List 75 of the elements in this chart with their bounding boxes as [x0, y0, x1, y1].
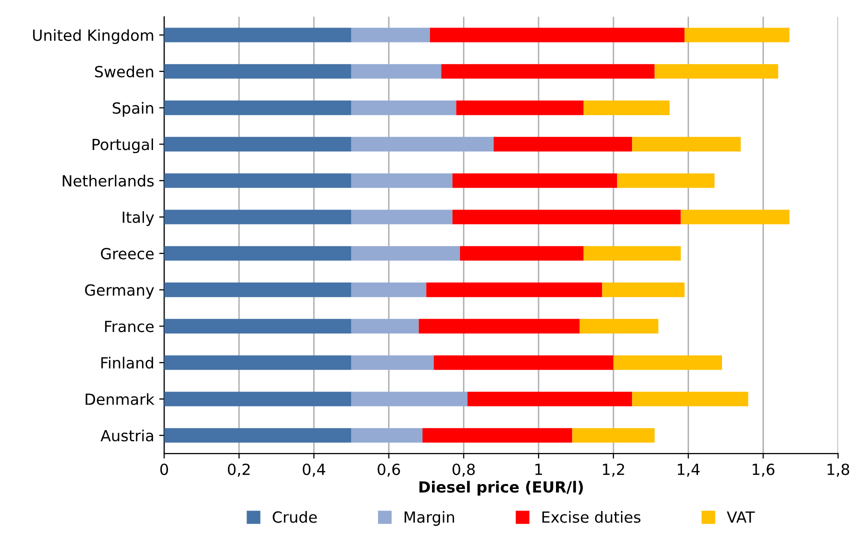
legend-label: VAT	[726, 512, 755, 523]
x-tick-label: 0,6	[378, 464, 400, 477]
x-tick-label: 0,2	[228, 464, 250, 477]
x-tick-label: 1,8	[828, 464, 850, 477]
bar	[164, 318, 352, 334]
bar	[602, 282, 685, 298]
bar	[164, 392, 352, 406]
bar	[351, 282, 426, 298]
bar	[617, 173, 715, 188]
x-axis-title: Diesel price (EUR/l)	[419, 480, 583, 496]
bar	[467, 392, 632, 406]
x-tick-label: 0,4	[302, 464, 326, 477]
bar	[164, 173, 352, 188]
bar	[164, 355, 352, 370]
bar	[351, 100, 456, 116]
bar	[680, 210, 790, 224]
x-tick-label: 1,2	[602, 464, 624, 477]
y-tick-label: Sweden	[95, 66, 154, 78]
legend-label: Excise duties	[542, 511, 640, 523]
bar	[654, 64, 778, 79]
bar	[494, 136, 632, 152]
bar	[572, 428, 655, 443]
y-tick-label: Germany	[85, 284, 154, 299]
bar	[418, 318, 580, 334]
x-tick-label: 1,4	[678, 464, 700, 477]
bar	[351, 428, 422, 443]
bar	[460, 246, 584, 261]
bar	[351, 210, 452, 224]
bar	[426, 282, 602, 298]
y-tick-label: Austria	[100, 430, 154, 442]
bar	[351, 318, 419, 334]
y-tick-label: Portugal	[92, 138, 154, 154]
bar	[583, 100, 670, 116]
y-tick-label: Finland	[101, 356, 154, 369]
bar	[422, 428, 572, 443]
bar	[456, 100, 584, 116]
bar	[351, 355, 434, 370]
bar	[164, 64, 352, 79]
y-tick-label: Italy	[122, 211, 154, 226]
bar	[351, 246, 460, 261]
bar	[164, 136, 352, 152]
bar	[164, 428, 352, 443]
bar	[583, 246, 681, 261]
bar	[164, 100, 352, 116]
y-tick-label: United Kingdom	[33, 29, 154, 44]
y-tick-label: Denmark	[86, 393, 154, 406]
x-tick-label: 0,8	[452, 464, 475, 477]
bar	[434, 355, 614, 370]
bar	[351, 173, 452, 188]
bar	[430, 28, 685, 42]
bar	[164, 246, 352, 261]
bar	[351, 392, 468, 406]
y-tick-label: Spain	[112, 102, 154, 117]
bar	[351, 64, 442, 79]
legend-label: Crude	[272, 511, 317, 523]
bar	[351, 136, 494, 152]
x-tick-label: 1	[535, 464, 542, 475]
bar	[164, 28, 352, 42]
y-tick-label: France	[105, 320, 154, 332]
bar	[441, 64, 655, 79]
bar	[351, 28, 430, 42]
bar	[164, 210, 352, 224]
bar	[684, 28, 790, 42]
bar	[580, 318, 658, 334]
legend-label: Margin	[404, 511, 454, 526]
bar	[613, 355, 722, 370]
y-tick-label: Netherlands	[62, 174, 154, 187]
bar	[632, 392, 748, 406]
bar	[632, 136, 741, 152]
x-tick-label: 1,6	[752, 464, 774, 477]
x-tick-label: 0	[160, 464, 168, 476]
bar	[164, 282, 352, 298]
bar	[452, 173, 618, 188]
y-tick-label: Greece	[100, 248, 154, 260]
bar	[452, 210, 681, 224]
